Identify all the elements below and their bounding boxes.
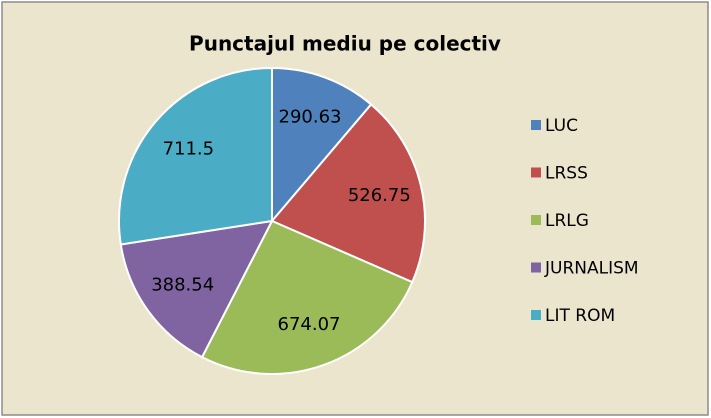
pie-slice xyxy=(118,66,273,246)
pie-slice xyxy=(270,103,426,284)
legend-swatch xyxy=(531,167,541,178)
pie-slice xyxy=(200,219,414,375)
legend-swatch xyxy=(531,310,541,320)
data-label: 290.63 xyxy=(279,107,342,128)
chart-title: Punctajul mediu pe colectiv xyxy=(189,32,501,56)
legend-swatch xyxy=(531,215,541,225)
legend-label: JURNALISM xyxy=(544,259,639,279)
legend-label: LRSS xyxy=(545,164,588,184)
legend-label: LRLG xyxy=(545,211,589,231)
data-label: 674.07 xyxy=(278,314,341,335)
legend-swatch xyxy=(531,262,541,273)
data-label: 388.54 xyxy=(151,274,214,295)
data-label: 526.75 xyxy=(348,185,411,206)
legend-label: LIT ROM xyxy=(545,306,615,326)
data-label: 711.5 xyxy=(163,138,215,159)
pie-slice xyxy=(271,66,373,224)
legend-label: LUC xyxy=(545,116,578,136)
pie-slice xyxy=(119,219,274,359)
legend-swatch xyxy=(531,120,541,130)
